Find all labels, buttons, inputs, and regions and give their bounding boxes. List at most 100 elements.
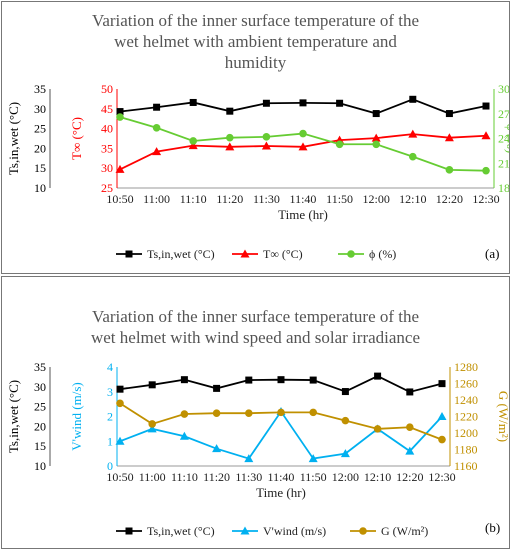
y-tick-label: 1260 bbox=[454, 377, 478, 391]
legend-label: V'wind (m/s) bbox=[263, 524, 326, 538]
y-tick-label: 10 bbox=[34, 459, 46, 473]
y-tick-label: 15 bbox=[34, 161, 46, 175]
y-tick-label: 25 bbox=[34, 122, 46, 136]
data-point bbox=[148, 420, 156, 428]
data-point bbox=[438, 380, 446, 388]
data-point bbox=[371, 133, 381, 142]
x-tick-label: 11:40 bbox=[268, 470, 295, 484]
y-tick-label: 2 bbox=[107, 410, 113, 424]
y-tick-label: 30 bbox=[101, 161, 113, 175]
data-point bbox=[309, 376, 317, 384]
data-point bbox=[212, 444, 222, 453]
data-point bbox=[262, 99, 270, 107]
data-point bbox=[299, 99, 307, 107]
legend-marker bbox=[125, 250, 133, 258]
y-tick-label: 10 bbox=[34, 181, 46, 195]
x-tick-label: 11:00 bbox=[139, 470, 166, 484]
y-tick-label: 20 bbox=[34, 141, 46, 155]
x-tick-label: 11:10 bbox=[171, 470, 198, 484]
x-tick-label: 11:30 bbox=[235, 470, 262, 484]
data-point bbox=[180, 376, 188, 384]
y-tick-label: 35 bbox=[34, 82, 46, 96]
y-tick-label: 21 bbox=[498, 156, 509, 170]
x-tick-label: 11:40 bbox=[290, 192, 317, 206]
y-tick-label: 45 bbox=[101, 102, 113, 116]
x-tick-label: 12:20 bbox=[396, 470, 423, 484]
y-tick-label: 3 bbox=[107, 385, 113, 399]
chart-title-line: humidity bbox=[224, 53, 287, 72]
chart-panel-b: Variation of the inner surface temperatu… bbox=[1, 276, 510, 549]
data-point bbox=[309, 408, 318, 417]
data-point bbox=[340, 449, 350, 458]
data-point bbox=[409, 152, 417, 161]
x-tick-label: 11:30 bbox=[253, 192, 280, 206]
line-chart-a: 10 15 20 25 30 35 Ts,in,wet (°C) 25 30 35 40 45 50 T∞… bbox=[6, 82, 509, 261]
x-tick-label: 11:00 bbox=[143, 192, 170, 206]
y-axis-title: Ts,in,wet (°C) bbox=[6, 102, 21, 175]
x-tick-label: 11:20 bbox=[216, 192, 243, 206]
data-point bbox=[408, 129, 418, 138]
data-point bbox=[225, 142, 235, 151]
legend-marker bbox=[240, 526, 250, 535]
data-point bbox=[308, 454, 318, 463]
data-point bbox=[245, 409, 253, 417]
data-point bbox=[152, 147, 162, 156]
y-tick-label: 4 bbox=[107, 360, 113, 374]
legend-marker bbox=[240, 249, 250, 258]
chart-title-line: Variation of the inner surface temperatu… bbox=[91, 307, 420, 326]
data-point bbox=[374, 372, 382, 380]
y-tick-label: 40 bbox=[101, 122, 113, 136]
data-point bbox=[226, 133, 234, 142]
data-point bbox=[277, 376, 285, 384]
data-point bbox=[116, 385, 124, 393]
x-tick-label: 12:30 bbox=[428, 470, 455, 484]
x-tick-label: 11:50 bbox=[300, 470, 327, 484]
x-tick-label: 12:20 bbox=[436, 192, 463, 206]
line-chart-b: 10 15 20 25 30 35 Ts,in,wet (°C) 0 1 2 3 4 V'wind (m… bbox=[6, 360, 509, 538]
data-point bbox=[212, 409, 221, 417]
y-tick-label: 30 bbox=[34, 102, 46, 116]
y-tick-label: 15 bbox=[34, 439, 46, 453]
y-tick-label: 20 bbox=[34, 419, 46, 433]
data-point bbox=[147, 424, 157, 433]
y-tick-label: 1280 bbox=[454, 360, 478, 374]
data-point bbox=[299, 129, 307, 138]
x-tick-label: 10:50 bbox=[106, 192, 133, 206]
data-point bbox=[406, 423, 414, 432]
legend-marker bbox=[359, 527, 367, 535]
x-tick-label: 11:50 bbox=[326, 192, 353, 206]
data-point bbox=[245, 376, 253, 384]
data-point bbox=[277, 408, 285, 417]
y-axis-title: G (W/m²) bbox=[496, 391, 509, 442]
data-point bbox=[445, 110, 453, 118]
y-tick-label: 1220 bbox=[454, 410, 478, 424]
data-point bbox=[405, 446, 415, 455]
data-point bbox=[341, 388, 349, 396]
panel-label: (b) bbox=[485, 520, 501, 535]
data-point bbox=[261, 141, 271, 150]
data-point bbox=[116, 108, 124, 116]
y-tick-label: 0 bbox=[107, 459, 113, 473]
y-tick-label: 25 bbox=[34, 400, 46, 414]
y-tick-label: 24 bbox=[498, 132, 509, 146]
data-point bbox=[372, 140, 381, 149]
legend-label: G (W/m²) bbox=[381, 524, 428, 538]
data-point bbox=[372, 110, 380, 118]
data-point bbox=[153, 103, 161, 111]
data-point bbox=[445, 166, 454, 174]
data-point bbox=[482, 102, 490, 110]
data-point bbox=[116, 113, 124, 121]
x-tick-label: 11:10 bbox=[180, 192, 207, 206]
data-point bbox=[213, 384, 221, 392]
y-axis-title: Ts,in,wet (°C) bbox=[6, 380, 21, 453]
y-tick-label: 30 bbox=[498, 82, 509, 96]
y-tick-label: 35 bbox=[101, 141, 113, 155]
data-point bbox=[179, 431, 189, 440]
chart-title-line: wet helmet with wind speed and solar irr… bbox=[90, 328, 421, 347]
data-point bbox=[438, 435, 446, 444]
data-point bbox=[115, 436, 125, 445]
data-point bbox=[262, 133, 271, 141]
chart-title-line: Variation of the inner surface temperatu… bbox=[91, 11, 420, 30]
y-tick-label: 50 bbox=[101, 82, 113, 96]
data-point bbox=[189, 98, 197, 106]
